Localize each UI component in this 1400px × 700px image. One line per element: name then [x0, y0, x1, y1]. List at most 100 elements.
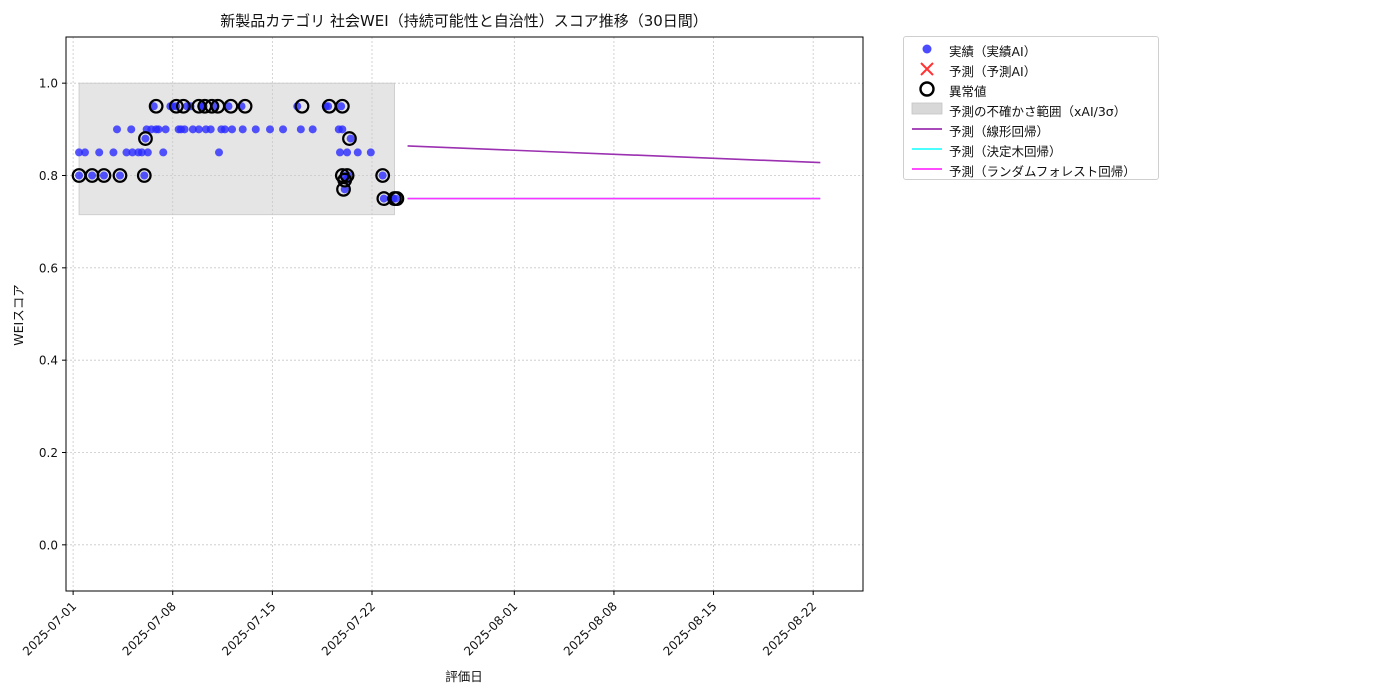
data-point: [324, 102, 333, 111]
legend-item-anomaly: 異常値: [904, 79, 1158, 99]
magenta-line-icon: [912, 168, 942, 170]
anomaly-marker: [339, 168, 355, 183]
y-tick-label: 0.4: [39, 354, 58, 368]
anomaly-marker: [336, 181, 351, 197]
legend-label: 予測（予測AI）: [949, 64, 1037, 79]
y-tick-label: 0.8: [39, 169, 58, 183]
anomaly-marker: [138, 131, 153, 146]
black-ring-icon: [919, 81, 935, 97]
data-point: [161, 125, 170, 134]
anomaly-marker: [223, 98, 239, 114]
legend-item-decision-tree: 予測（決定木回帰）: [904, 139, 1158, 159]
data-point: [335, 148, 344, 157]
data-point: [308, 125, 317, 134]
anomaly-marker: [375, 168, 391, 183]
x-tick-label: 2025-07-15: [219, 599, 278, 658]
blue-dot-icon: [922, 44, 932, 54]
anomaly-marker: [294, 98, 310, 114]
data-point: [279, 125, 288, 134]
data-point: [80, 148, 89, 157]
data-point: [206, 125, 215, 134]
purple-line-icon: [912, 128, 942, 130]
legend-label: 予測（線形回帰）: [949, 124, 1050, 139]
data-point: [99, 171, 108, 180]
data-point: [88, 171, 97, 180]
data-point: [296, 125, 305, 134]
data-point: [128, 148, 137, 157]
data-point: [95, 148, 104, 157]
anomaly-marker: [389, 191, 405, 206]
anomaly-marker: [96, 168, 112, 183]
data-point: [337, 102, 346, 111]
data-point: [115, 171, 124, 180]
data-point: [220, 125, 229, 134]
data-point: [228, 125, 237, 134]
anomaly-marker: [204, 98, 220, 114]
series-line-3: [407, 145, 821, 164]
chart-legend: 実績（実績AI） 予測（予測AI） 異常値 予測の不確かさ範囲（xAI/3σ） …: [903, 36, 1159, 180]
data-point: [112, 125, 121, 134]
data-point: [140, 171, 149, 180]
x-tick-label: 2025-08-08: [561, 599, 620, 658]
data-point: [378, 171, 387, 180]
anomaly-marker: [176, 98, 191, 114]
anomaly-marker: [112, 168, 128, 183]
plot-frame: [65, 36, 864, 592]
x-tick-label: 2025-08-22: [760, 599, 819, 658]
x-tick-label: 2025-08-15: [660, 599, 719, 658]
legend-label: 実績（実績AI）: [949, 44, 1037, 59]
anomaly-marker: [136, 168, 152, 183]
data-point: [188, 125, 197, 134]
x-tick-label: 2025-07-08: [120, 599, 179, 658]
data-point: [353, 148, 362, 157]
data-point: [224, 102, 233, 111]
legend-item-linear: 予測（線形回帰）: [904, 119, 1158, 139]
legend-item-prediction-ai: 予測（予測AI）: [904, 59, 1158, 79]
data-point: [379, 194, 388, 203]
data-point: [194, 125, 203, 134]
data-point: [143, 148, 152, 157]
data-point: [391, 194, 400, 203]
data-point: [265, 125, 274, 134]
data-point: [159, 148, 168, 157]
legend-label: 異常値: [949, 84, 987, 99]
data-point: [343, 148, 352, 157]
data-point: [127, 125, 136, 134]
chart-title: 新製品カテゴリ 社会WEI（持続可能性と自治性）スコア推移（30日間）: [220, 12, 708, 30]
data-point: [238, 125, 247, 134]
data-point: [141, 134, 150, 143]
legend-item-actual: 実績（実績AI）: [904, 39, 1158, 59]
anomaly-marker: [237, 98, 253, 114]
data-point: [75, 171, 84, 180]
data-point: [214, 148, 223, 157]
anomaly-marker: [148, 98, 164, 114]
data-point: [251, 125, 260, 134]
y-axis-label: WEIスコア: [11, 284, 26, 345]
data-point: [137, 148, 146, 157]
x-tick-label: 2025-07-22: [319, 599, 378, 658]
y-tick-label: 0.2: [39, 446, 58, 460]
x-tick-label: 2025-08-01: [461, 599, 520, 658]
data-point: [154, 125, 163, 134]
data-point: [75, 148, 84, 157]
legend-label: 予測（決定木回帰）: [949, 144, 1062, 159]
y-tick-label: 0.0: [39, 538, 58, 552]
x-axis-label: 評価日: [445, 669, 483, 684]
anomaly-marker: [334, 98, 350, 114]
x-tick-label: 2025-07-01: [20, 599, 79, 658]
data-point: [340, 185, 349, 194]
data-point: [149, 102, 158, 111]
red-x-icon: [920, 62, 934, 76]
legend-label: 予測（ランダムフォレスト回帰）: [949, 164, 1136, 179]
data-point: [109, 148, 118, 157]
data-point: [366, 148, 375, 157]
cyan-line-icon: [912, 148, 942, 150]
y-tick-label: 0.6: [39, 261, 58, 275]
anomaly-marker: [168, 98, 184, 114]
y-tick-label: 1.0: [39, 77, 58, 91]
legend-label: 予測の不確かさ範囲（xAI/3σ）: [949, 104, 1127, 119]
data-point: [122, 148, 131, 157]
data-point: [338, 125, 347, 134]
data-point: [180, 125, 189, 134]
